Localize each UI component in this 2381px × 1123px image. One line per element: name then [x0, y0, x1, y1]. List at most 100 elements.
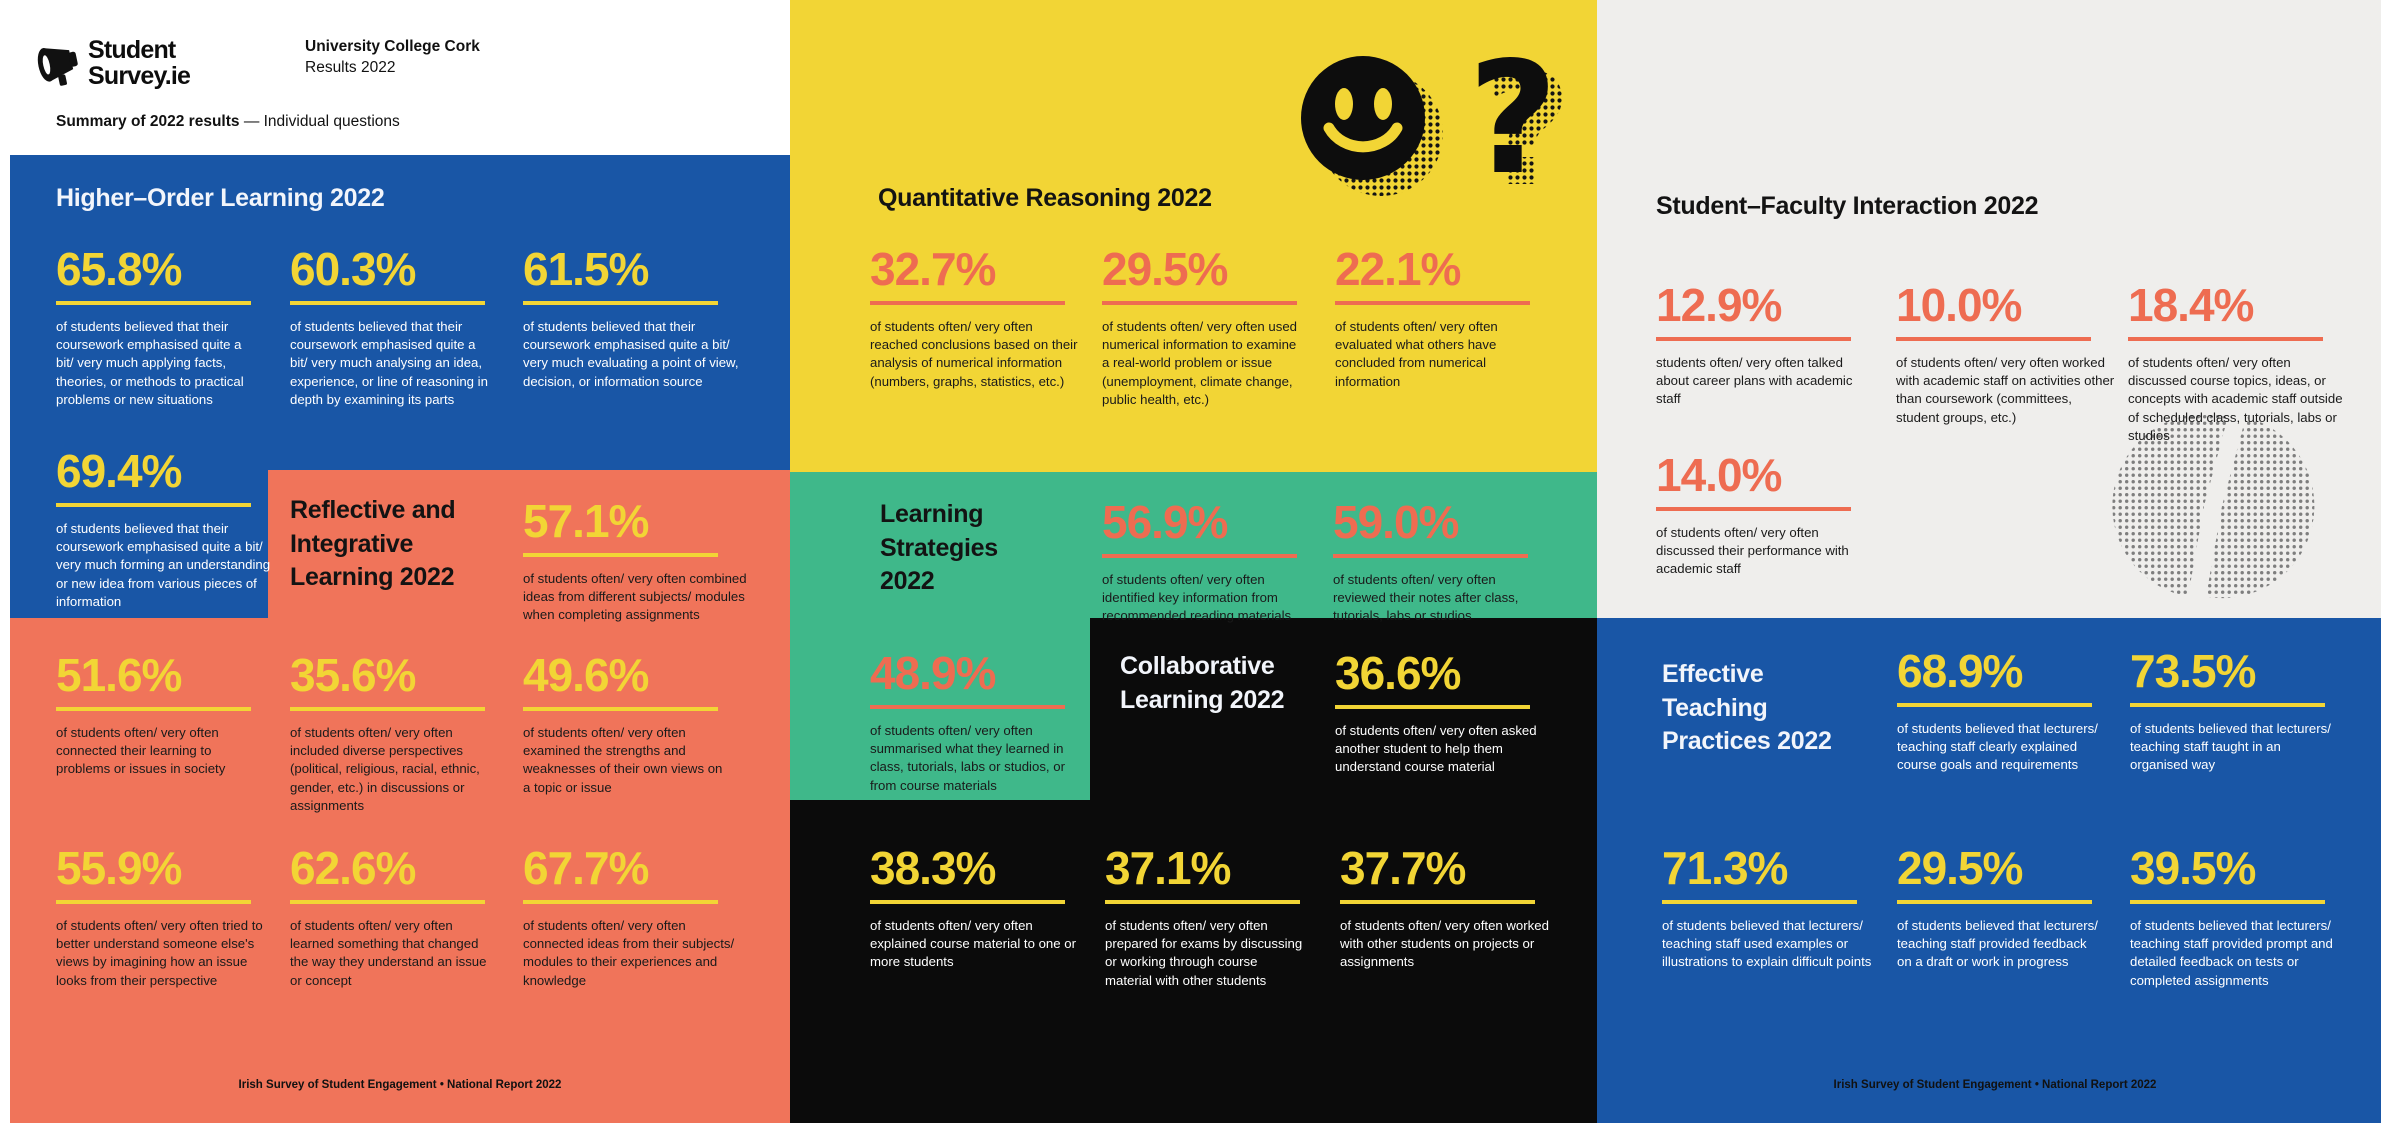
logo-line1: Student — [88, 36, 176, 64]
stat-etp-39-5: 39.5% of students believed that lecturer… — [2130, 845, 2345, 990]
stat-underline — [1335, 301, 1530, 305]
stat-underline — [523, 553, 718, 557]
stat-desc: of students often/ very often used numer… — [1102, 319, 1298, 407]
title-higher-order-learning: Higher–Order Learning 2022 — [56, 184, 385, 212]
stat-desc: of students often/ very often learned so… — [290, 918, 487, 988]
stat-etp-29-5: 29.5% of students believed that lecturer… — [1897, 845, 2102, 972]
stat-desc: of students often/ very often reviewed t… — [1333, 572, 1519, 624]
section-bg-collaborative-top — [1090, 618, 1597, 800]
stat-value: 71.3% — [1662, 842, 1788, 894]
stat-value: 14.0% — [1656, 449, 1782, 501]
stat-underline — [290, 707, 485, 711]
stat-value: 35.6% — [290, 649, 416, 701]
stat-ls-56-9: 56.9% of students often/ very often iden… — [1102, 499, 1320, 626]
stat-desc: of students believed that lecturers/ tea… — [1897, 918, 2098, 970]
stat-underline — [1340, 900, 1535, 904]
stat-underline — [1105, 900, 1300, 904]
stat-desc: of students often/ very often connected … — [56, 725, 226, 777]
summary-strong: Summary of 2022 results — [56, 113, 240, 130]
stat-desc: of students believed that lecturers/ tea… — [2130, 721, 2331, 773]
title-student-faculty: Student–Faculty Interaction 2022 — [1656, 192, 2039, 220]
stat-underline — [1333, 554, 1528, 558]
stat-value: 65.8% — [56, 243, 182, 295]
stat-sfi-12-9: 12.9% students often/ very often talked … — [1656, 282, 1876, 409]
stat-desc: of students often/ very often prepared f… — [1105, 918, 1303, 988]
title-learning-strategies: Learning Strategies 2022 — [880, 500, 998, 595]
stat-ls-59-0: 59.0% of students often/ very often revi… — [1333, 499, 1551, 626]
stat-underline — [1102, 301, 1297, 305]
stat-underline — [1897, 900, 2092, 904]
stat-desc: of students often/ very often evaluated … — [1335, 319, 1498, 389]
stat-underline — [1335, 705, 1530, 709]
stat-underline — [56, 707, 251, 711]
title-collaborative-learning: Collaborative Learning 2022 — [1120, 652, 1285, 714]
section-bg-higher-order-learning — [10, 155, 790, 470]
stat-sfi-18-4: 18.4% of students often/ very often disc… — [2128, 282, 2348, 445]
stat-value: 37.7% — [1340, 842, 1466, 894]
stat-desc: students often/ very often talked about … — [1656, 355, 1853, 407]
stat-underline — [870, 900, 1065, 904]
stat-desc: of students often/ very often discussed … — [2128, 355, 2343, 443]
stat-hol-69-4: 69.4% of students believed that their co… — [56, 448, 281, 611]
stat-etp-71-3: 71.3% of students believed that lecturer… — [1662, 845, 1877, 972]
stat-underline — [1897, 703, 2092, 707]
stat-value: 29.5% — [1102, 243, 1228, 295]
stat-value: 18.4% — [2128, 279, 2254, 331]
pie-chart-halftone-graphic — [2092, 408, 2332, 608]
stat-desc: of students often/ very often worked wit… — [1340, 918, 1549, 970]
stat-underline — [523, 900, 718, 904]
stat-underline — [56, 900, 251, 904]
stat-value: 49.6% — [523, 649, 649, 701]
stat-underline — [2130, 900, 2325, 904]
header-background — [0, 0, 790, 155]
stat-ril-35-6: 35.6% of students often/ very often incl… — [290, 652, 500, 815]
stat-value: 12.9% — [1656, 279, 1782, 331]
stat-underline — [290, 900, 485, 904]
stat-underline — [56, 503, 251, 507]
stat-desc: of students believed that their coursewo… — [56, 521, 271, 609]
stat-qr-32-7: 32.7% of students often/ very often reac… — [870, 246, 1080, 391]
stat-value: 55.9% — [56, 842, 182, 894]
stat-ril-57-1: 57.1% of students often/ very often comb… — [523, 498, 748, 625]
stat-value: 67.7% — [523, 842, 649, 894]
institution-name: University College Cork — [305, 38, 480, 55]
stat-qr-22-1: 22.1% of students often/ very often eval… — [1335, 246, 1545, 391]
stat-value: 62.6% — [290, 842, 416, 894]
stat-value: 37.1% — [1105, 842, 1231, 894]
stat-desc: of students often/ very often combined i… — [523, 571, 747, 623]
stat-value: 22.1% — [1335, 243, 1461, 295]
stat-desc: of students often/ very often identified… — [1102, 572, 1292, 624]
stat-desc: of students often/ very often discussed … — [1656, 525, 1849, 577]
stat-value: 56.9% — [1102, 496, 1228, 548]
stat-cl-37-1: 37.1% of students often/ very often prep… — [1105, 845, 1305, 990]
stat-etp-68-9: 68.9% of students believed that lecturer… — [1897, 648, 2102, 775]
stat-desc: of students often/ very often worked wit… — [1896, 355, 2115, 425]
stat-desc: of students believed that lecturers/ tea… — [1662, 918, 1872, 970]
stat-value: 39.5% — [2130, 842, 2256, 894]
megaphone-icon — [34, 34, 86, 90]
stat-ril-62-6: 62.6% of students often/ very often lear… — [290, 845, 500, 990]
svg-text:?: ? — [1482, 42, 1572, 207]
stat-cl-37-7: 37.7% of students often/ very often work… — [1340, 845, 1560, 972]
stat-desc: of students believed that their coursewo… — [56, 319, 244, 407]
stat-underline — [1896, 337, 2091, 341]
section-bg-learning-strategies-top — [790, 472, 1597, 618]
stat-underline — [1662, 900, 1857, 904]
stat-underline — [523, 301, 718, 305]
stat-value: 61.5% — [523, 243, 649, 295]
svg-text:?: ? — [1468, 42, 1558, 207]
stat-underline — [2130, 703, 2325, 707]
section-bg-learning-strategies-left — [790, 618, 1090, 800]
stat-ril-55-9: 55.9% of students often/ very often trie… — [56, 845, 266, 990]
stat-qr-29-5: 29.5% of students often/ very often used… — [1102, 246, 1307, 409]
title-effective-teaching: Effective Teaching Practices 2022 — [1662, 660, 1832, 755]
stat-value: 10.0% — [1896, 279, 2022, 331]
stat-underline — [870, 301, 1065, 305]
stat-hol-61-5: 61.5% of students believed that their co… — [523, 246, 748, 391]
stat-underline — [523, 707, 718, 711]
section-bg-higher-order-tab — [10, 470, 268, 618]
stat-cl-36-6: 36.6% of students often/ very often aske… — [1335, 650, 1550, 777]
stat-ril-67-7: 67.7% of students often/ very often conn… — [523, 845, 748, 990]
stat-value: 68.9% — [1897, 645, 2023, 697]
